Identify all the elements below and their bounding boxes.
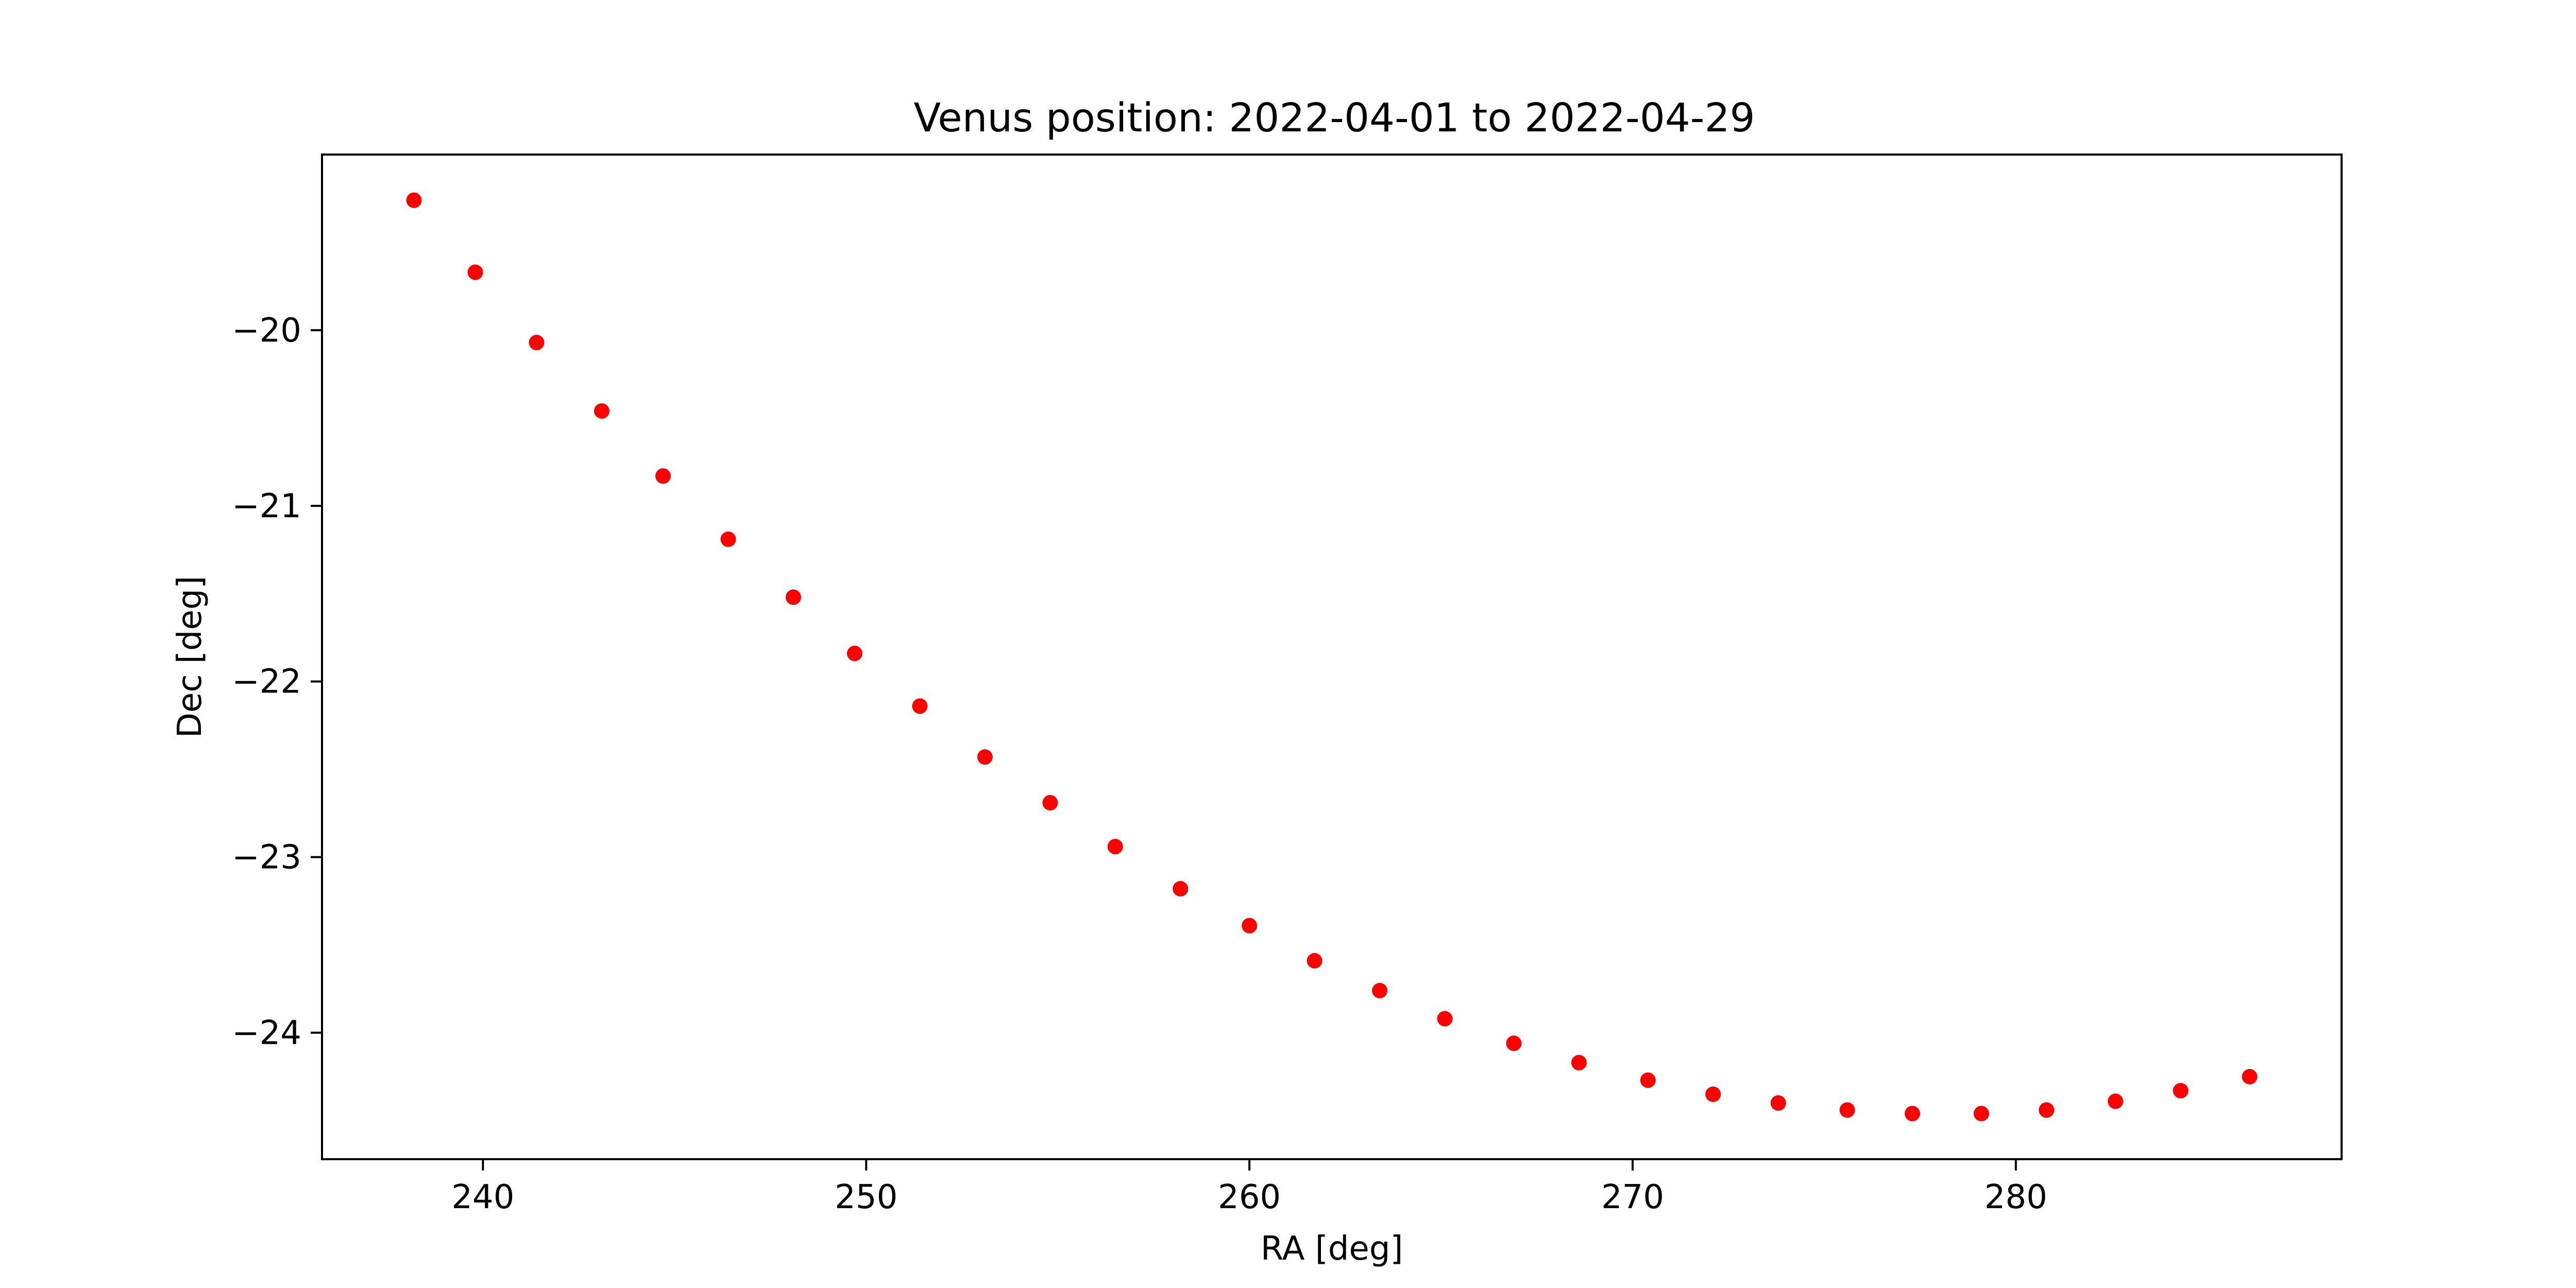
data-point <box>1437 1011 1453 1027</box>
data-point <box>785 589 801 605</box>
data-point <box>1973 1106 1989 1122</box>
data-point <box>1839 1102 1855 1118</box>
data-point <box>1571 1055 1587 1071</box>
data-point <box>406 192 422 208</box>
data-point <box>1107 839 1123 855</box>
x-tick-label: 270 <box>1601 1178 1664 1216</box>
y-tick-label: −21 <box>232 487 301 526</box>
x-axis: 240 250 260 270 280 <box>451 1159 2047 1216</box>
data-point <box>529 334 545 350</box>
plot-frame <box>321 154 2343 1160</box>
y-axis-label: Dec [deg] <box>171 576 209 738</box>
data-point <box>1042 795 1058 810</box>
data-point <box>1640 1072 1656 1088</box>
data-point <box>2242 1069 2258 1084</box>
y-tick-label: −22 <box>232 663 301 701</box>
data-point <box>1770 1095 1786 1111</box>
scatter-points <box>406 192 2258 1122</box>
data-point <box>1173 881 1189 896</box>
data-point <box>2173 1083 2189 1098</box>
data-point <box>720 531 736 547</box>
data-point <box>1705 1086 1721 1102</box>
chart-title: Venus position: 2022-04-01 to 2022-04-29 <box>914 95 1755 141</box>
data-point <box>846 646 862 662</box>
data-point <box>2039 1102 2055 1118</box>
data-point <box>2108 1093 2124 1109</box>
y-tick-label: −20 <box>232 312 301 350</box>
y-tick-label: −23 <box>232 839 301 877</box>
data-point <box>1506 1036 1522 1051</box>
data-point <box>912 698 928 714</box>
data-point <box>594 403 609 419</box>
y-axis: −20 −21 −22 −23 −24 <box>232 312 322 1053</box>
x-tick-label: 250 <box>835 1178 897 1216</box>
data-point <box>977 749 993 765</box>
x-tick-label: 240 <box>451 1178 514 1216</box>
data-point <box>467 264 483 280</box>
data-point <box>1904 1106 1920 1122</box>
x-tick-label: 260 <box>1218 1178 1281 1216</box>
data-point <box>655 468 671 484</box>
data-point <box>1242 918 1258 934</box>
x-axis-label: RA [deg] <box>1261 1230 1403 1268</box>
y-tick-label: −24 <box>232 1014 301 1053</box>
x-tick-label: 280 <box>1985 1178 2047 1216</box>
data-point <box>1372 982 1387 998</box>
data-point <box>1307 953 1323 969</box>
